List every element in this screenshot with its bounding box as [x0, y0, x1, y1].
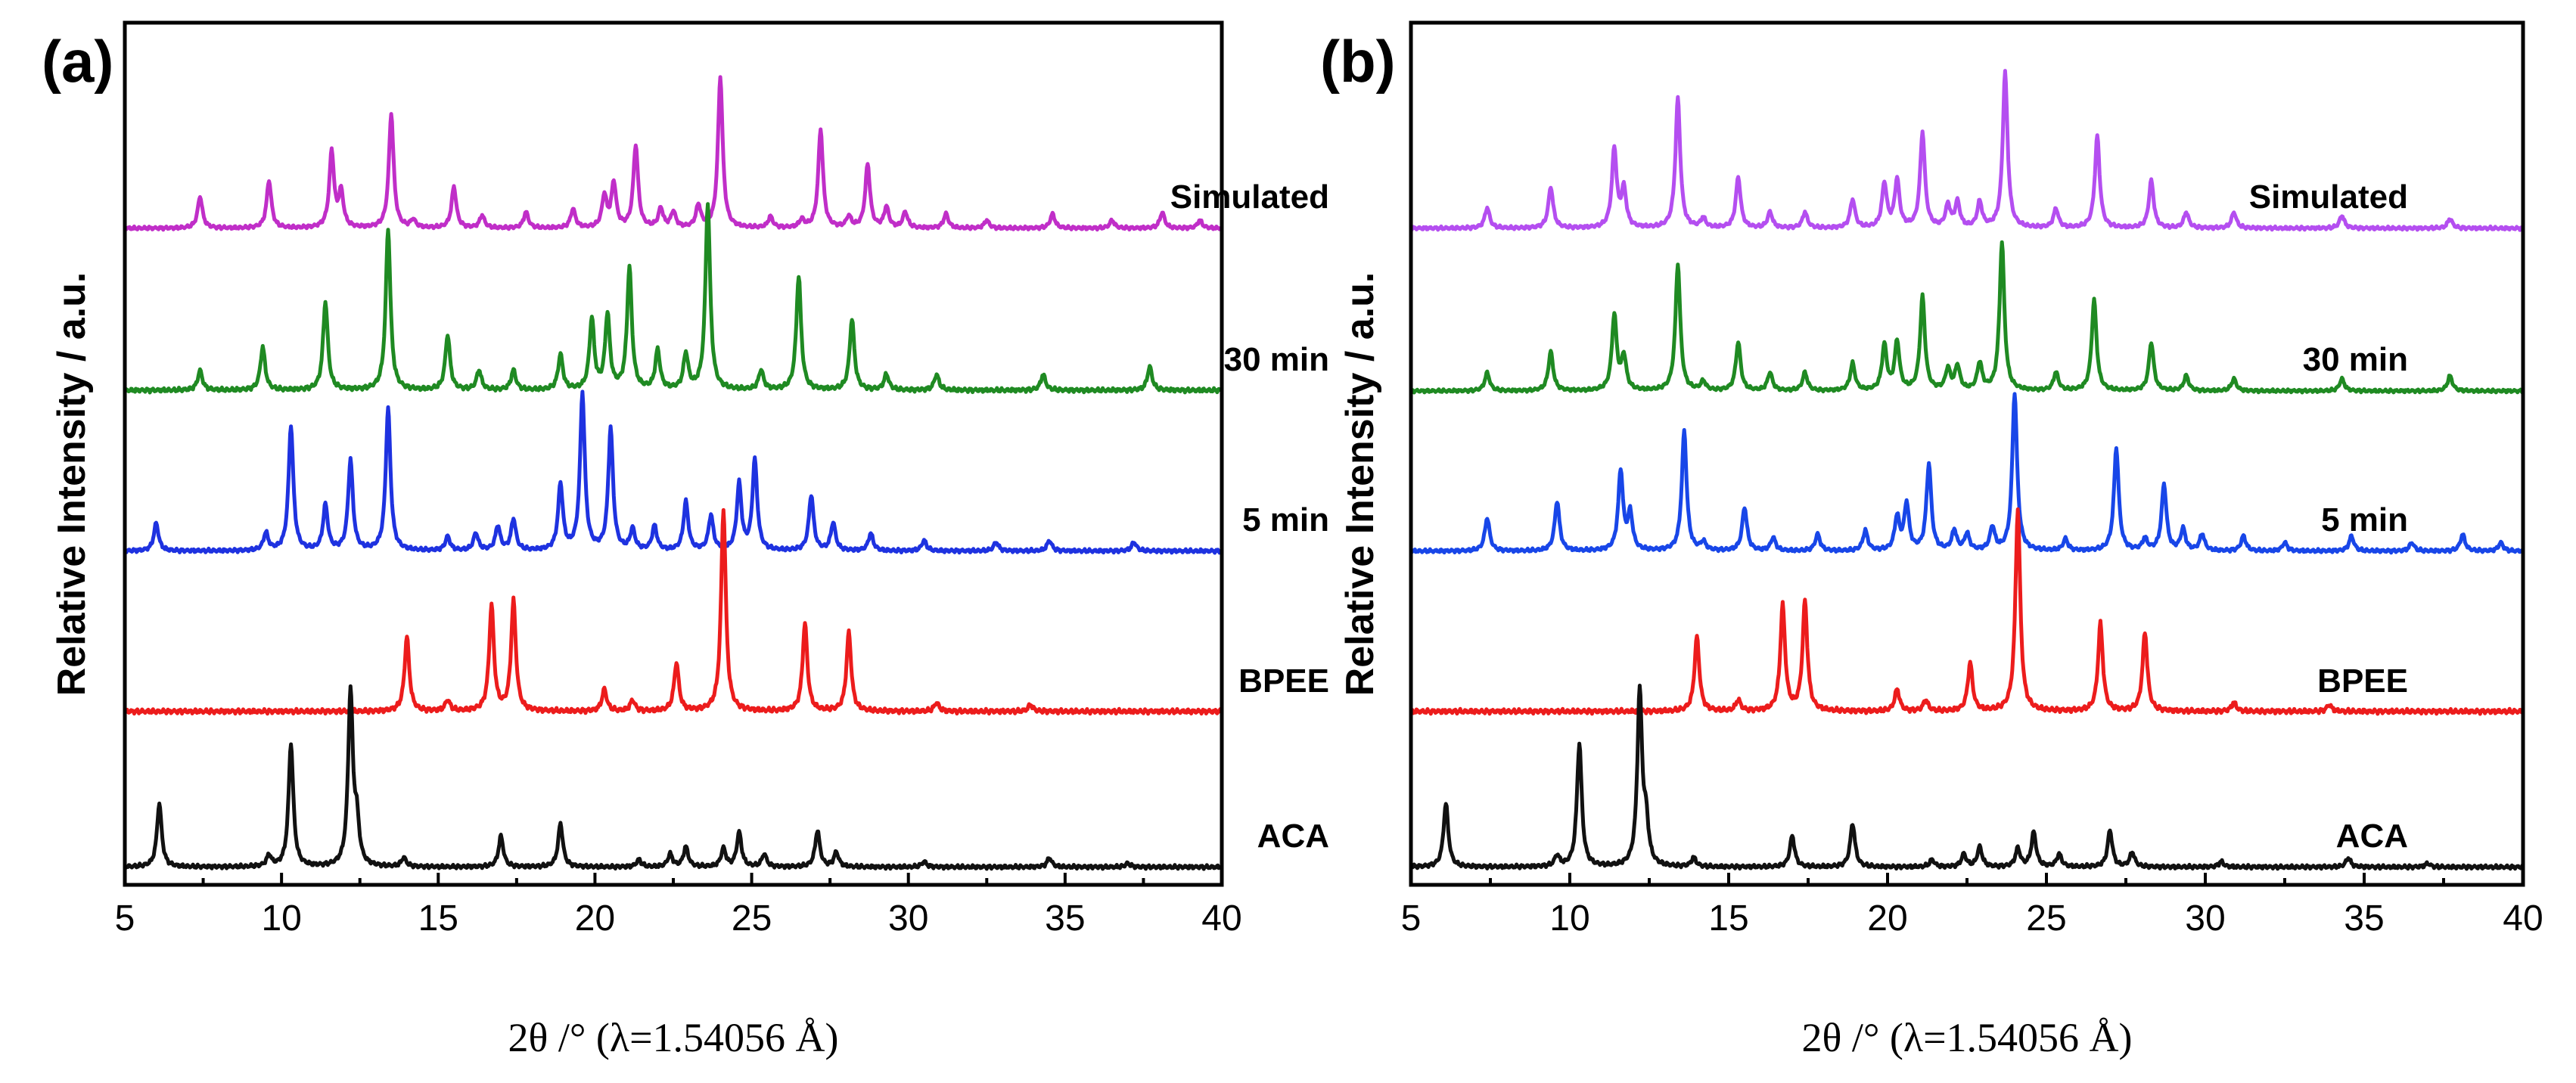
panel-b-y-axis-title: Relative Intensity / a.u. — [1338, 272, 1382, 697]
x-tick-label: 5 — [115, 898, 135, 939]
trace-simulated — [123, 75, 1223, 232]
trace-aca — [123, 684, 1224, 871]
x-tick-label: 30 — [888, 898, 928, 939]
panel-b-traces: Simulated 30 min 5 min BPEE ACA — [1409, 69, 2525, 871]
x-tick-label: 35 — [1045, 898, 1085, 939]
x-tick-label: 15 — [418, 898, 458, 939]
trace-5-min — [123, 389, 1223, 555]
x-tick-label: 10 — [261, 898, 301, 939]
x-tick-label: 40 — [1201, 898, 1241, 939]
panel-a-frame — [123, 20, 1224, 887]
panel-b: (b) Relative Intensity / a.u. Simulated 3… — [1320, 20, 2543, 1060]
panel-b-x-ticks: 5 10 15 20 25 30 35 40 — [1401, 873, 2543, 939]
series-label-aca: ACA — [2336, 818, 2408, 855]
x-tick-label: 25 — [2026, 898, 2066, 939]
x-tick-label: 40 — [2503, 898, 2543, 939]
x-tick-label: 25 — [732, 898, 772, 939]
panel-a-traces: Simulated 30 min 5 min BPEE ACA — [123, 75, 1329, 871]
series-label-bpee: BPEE — [1238, 663, 1329, 700]
trace-bpee — [1409, 507, 2525, 716]
trace-30-min — [123, 202, 1224, 395]
x-tick-label: 15 — [1708, 898, 1748, 939]
x-tick-label: 35 — [2344, 898, 2384, 939]
panel-b-label: (b) — [1320, 28, 1396, 95]
series-label-aca: ACA — [1257, 818, 1329, 855]
series-label-simulated: Simulated — [1170, 178, 1329, 216]
trace-aca — [1409, 684, 2525, 871]
trace-30-min — [1409, 240, 2525, 395]
panel-b-frame — [1409, 20, 2525, 887]
x-tick-label: 5 — [1401, 898, 1422, 939]
series-label-bpee: BPEE — [2317, 663, 2408, 700]
series-label-5-min: 5 min — [2321, 501, 2408, 538]
x-tick-label: 20 — [575, 898, 615, 939]
x-tick-label: 10 — [1549, 898, 1589, 939]
trace-5-min — [1409, 392, 2525, 555]
series-label-30-min: 30 min — [1224, 341, 1329, 378]
trace-simulated — [1409, 69, 2525, 232]
series-label-5-min: 5 min — [1242, 501, 1329, 538]
panel-a-x-axis-title: 2θ /° (λ=1.54056 Å) — [508, 1015, 838, 1060]
panel-a: (a) Relative Intensity / a.u. Simulated 3… — [42, 20, 1329, 1060]
x-tick-label: 20 — [1867, 898, 1907, 939]
trace-bpee — [123, 507, 1223, 716]
panel-a-x-ticks: 5 10 15 20 25 30 35 40 — [115, 873, 1242, 939]
x-tick-label: 30 — [2185, 898, 2225, 939]
series-label-30-min: 30 min — [2303, 341, 2408, 378]
panel-a-label: (a) — [42, 28, 113, 95]
panel-a-y-axis-title: Relative Intensity / a.u. — [50, 272, 94, 697]
series-label-simulated: Simulated — [2249, 178, 2408, 216]
panel-b-x-axis-title: 2θ /° (λ=1.54056 Å) — [1801, 1015, 2132, 1060]
